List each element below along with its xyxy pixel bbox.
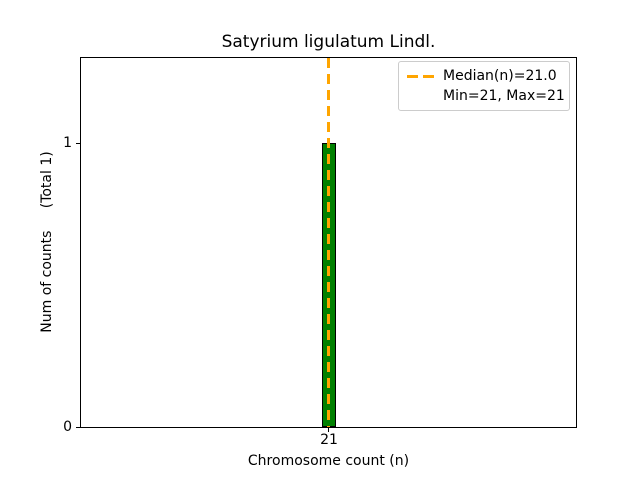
y-tick-mark-0 (76, 427, 80, 428)
legend-box: Median(n)=21.0 Min=21, Max=21 (398, 61, 570, 111)
x-tick-mark-21 (328, 428, 329, 432)
legend-minmax-label: Min=21, Max=21 (443, 88, 565, 104)
plot-area: Median(n)=21.0 Min=21, Max=21 (80, 57, 577, 428)
legend-median-label: Median(n)=21.0 (443, 68, 557, 84)
y-tick-label-0: 0 (63, 419, 72, 435)
legend-spacer (407, 95, 434, 98)
x-tick-label-21: 21 (320, 432, 338, 448)
median-line-sample-icon (407, 74, 434, 78)
legend-row-minmax: Min=21, Max=21 (407, 86, 565, 106)
y-tick-label-1: 1 (63, 135, 72, 151)
legend-row-median: Median(n)=21.0 (407, 66, 561, 86)
y-tick-mark-1 (76, 143, 80, 144)
x-axis-label: Chromosome count (n) (247, 453, 410, 469)
median-dashed-line (327, 58, 330, 427)
y-axis-label: Num of counts (Total 1) (39, 151, 55, 333)
chart-title: Satyrium ligulatum Lindl. (221, 32, 436, 52)
